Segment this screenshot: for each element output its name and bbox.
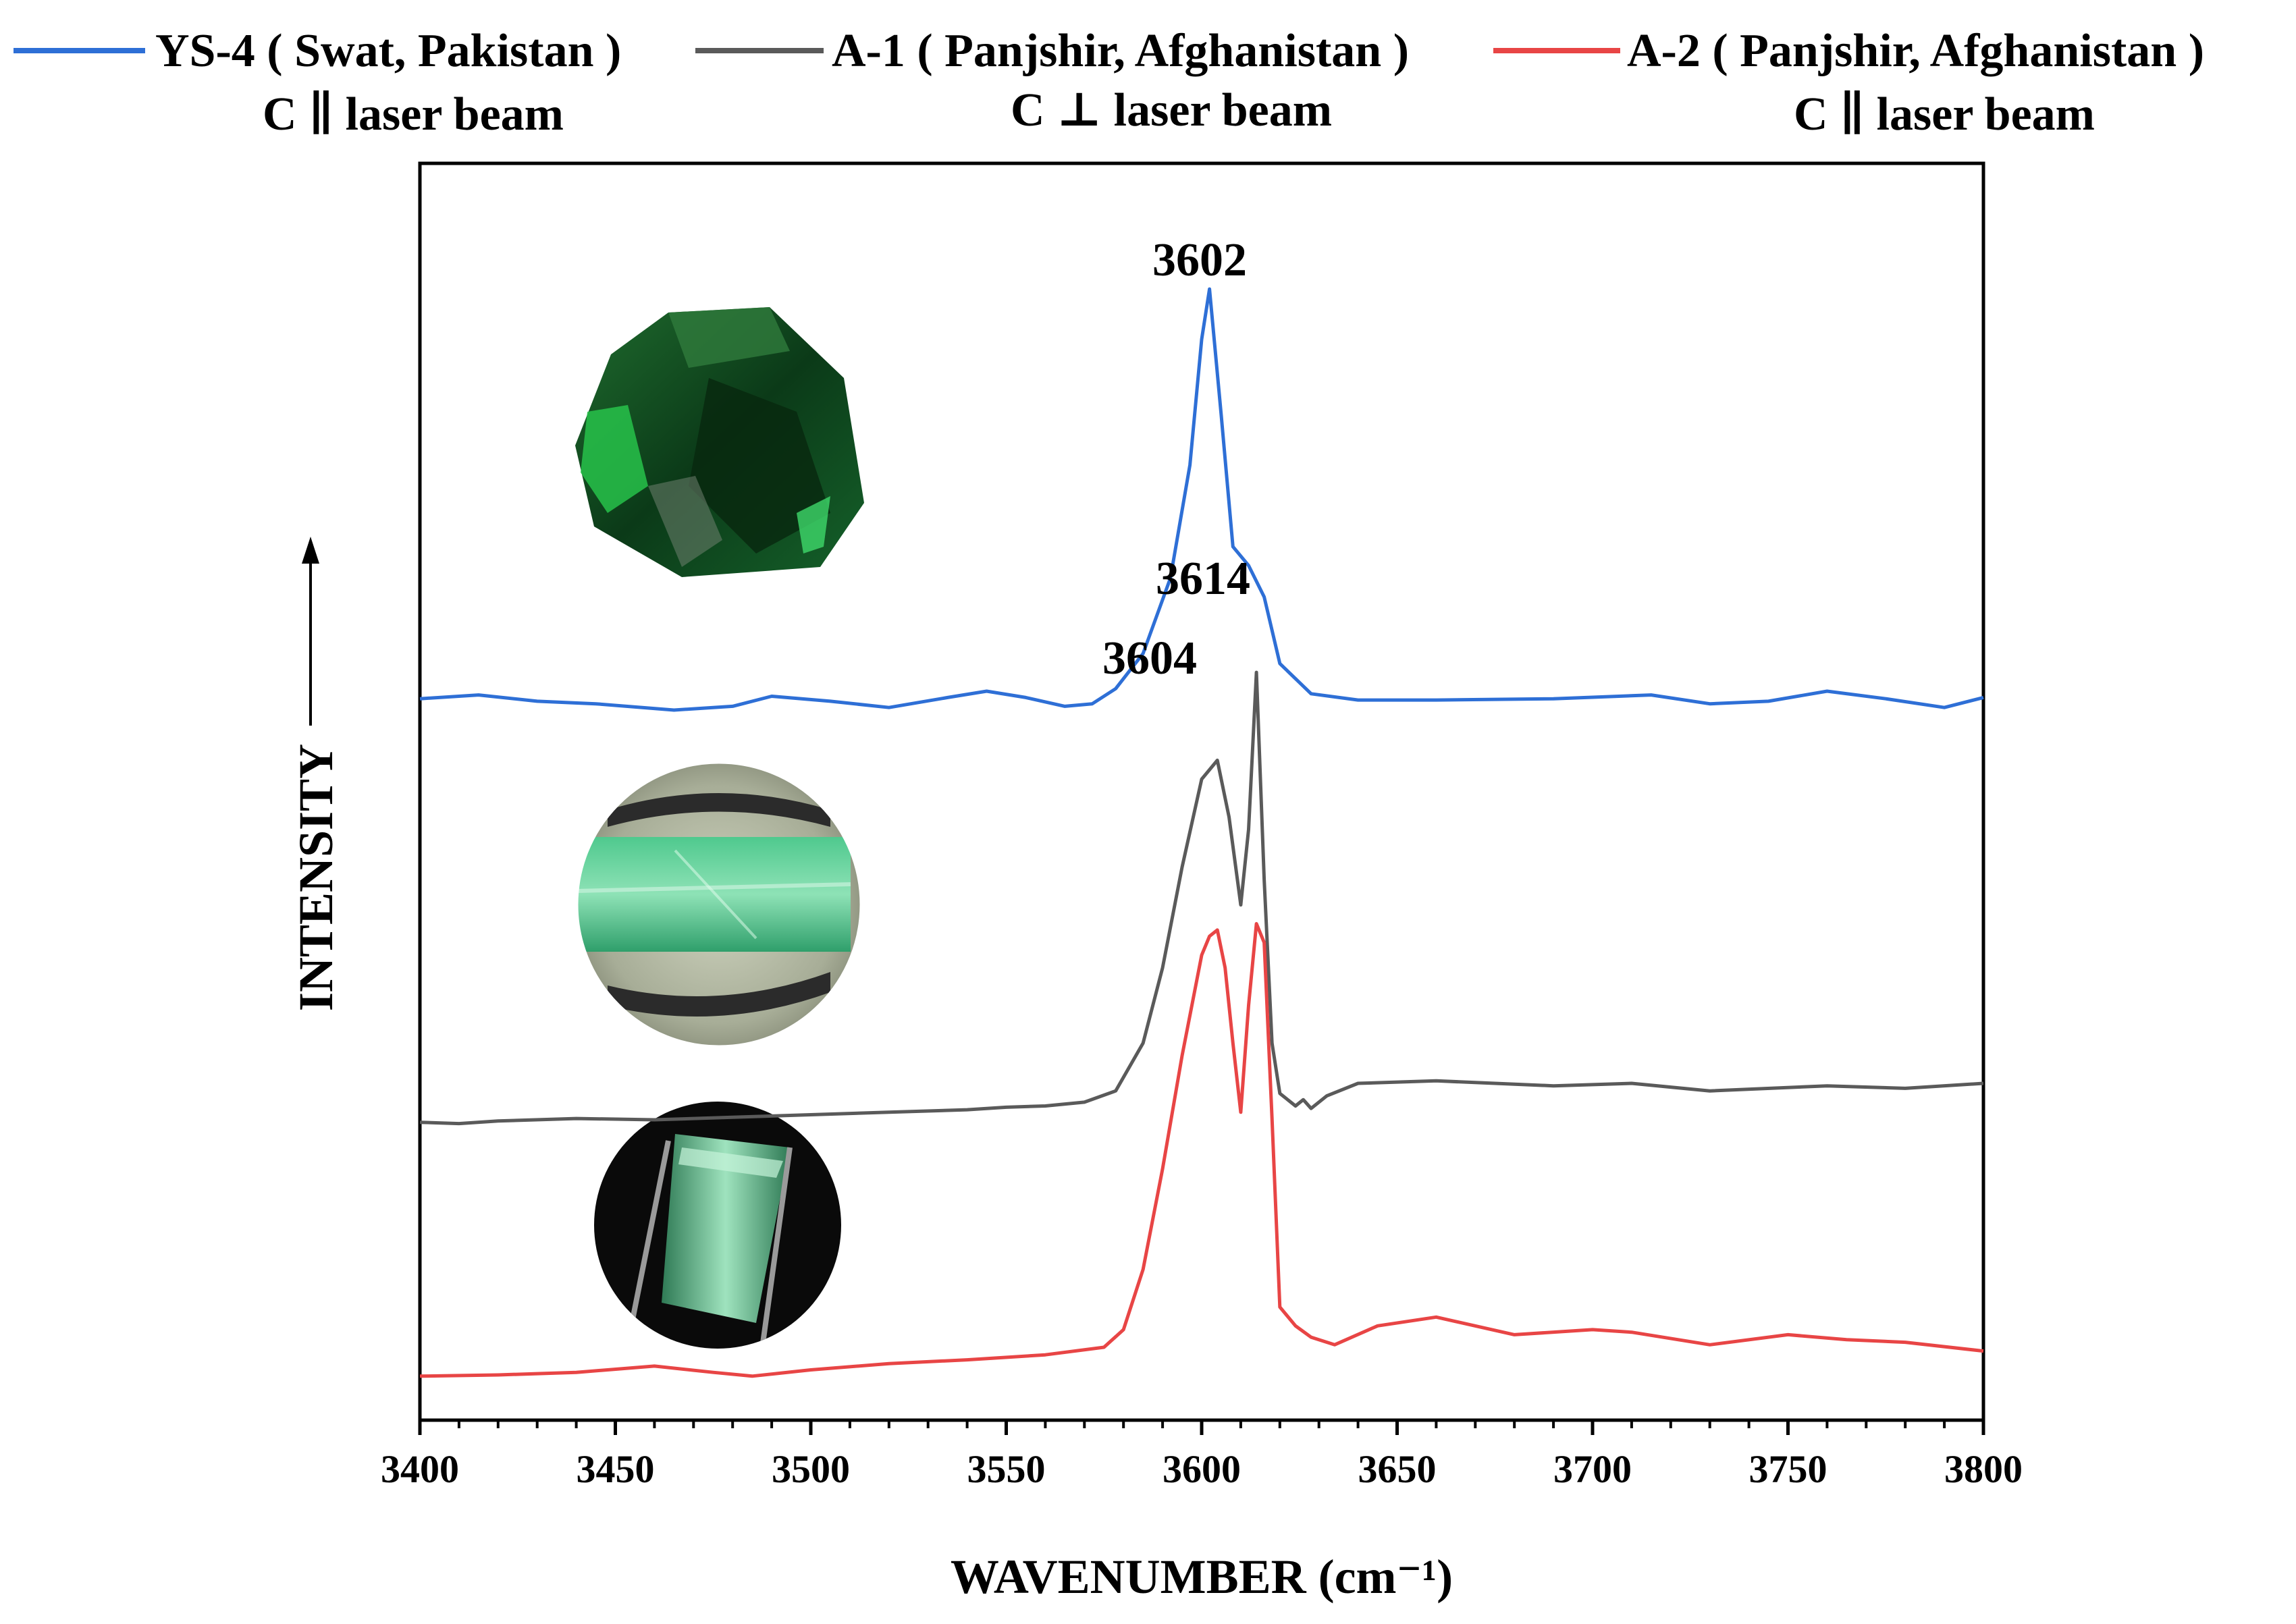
x-tick-label-3450: 3450 xyxy=(577,1447,655,1491)
y-axis-arrow-head xyxy=(302,537,319,564)
series-line-a1 xyxy=(419,670,1984,1126)
x-tick-label-3400: 3400 xyxy=(381,1447,459,1491)
emerald-crystal-a2-photo xyxy=(594,1102,841,1349)
x-tick-label-3650: 3650 xyxy=(1358,1447,1437,1491)
x-tick-label-3550: 3550 xyxy=(967,1447,1046,1491)
orientation-a1: C ⊥ laser beam xyxy=(1011,84,1332,136)
emerald-crystal-ys4-photo xyxy=(575,307,864,577)
series-line-a2 xyxy=(419,922,1984,1378)
peak-labels: 3602 3614 3604 xyxy=(1102,234,1250,684)
x-tick-label-3800: 3800 xyxy=(1944,1447,2023,1491)
y-axis-title: INTENSITY xyxy=(289,744,343,1011)
y-axis-title-group: INTENSITY xyxy=(289,537,343,1011)
x-tick-label-3700: 3700 xyxy=(1553,1447,1632,1491)
legend-label-ys4: YS-4 ( Swat, Pakistan ) xyxy=(155,25,621,77)
legend-label-a1: A-1 ( Panjshir, Afghanistan ) xyxy=(832,25,1409,77)
peak-label-3614: 3614 xyxy=(1156,553,1250,605)
series-layer xyxy=(419,287,1984,1378)
orientation-a2: C ∥ laser beam xyxy=(1794,88,2095,140)
peak-label-3602: 3602 xyxy=(1152,234,1247,286)
x-axis: 3400 3450 3500 3550 3600 3650 3700 3750 3800 xyxy=(381,1420,2023,1491)
orientation-ys4: C ∥ laser beam xyxy=(263,88,564,140)
legend: YS-4 ( Swat, Pakistan ) A-1 ( Panjshir, … xyxy=(14,25,2204,140)
legend-label-a2: A-2 ( Panjshir, Afghanistan ) xyxy=(1627,25,2204,77)
x-axis-title: WAVENUMBER (cm⁻¹) xyxy=(951,1550,1453,1604)
x-tick-label-3750: 3750 xyxy=(1749,1447,1827,1491)
emerald-crystal-a1-photo xyxy=(576,761,862,1048)
x-tick-label-3500: 3500 xyxy=(772,1447,850,1491)
series-line-ys4 xyxy=(419,287,1984,712)
x-tick-label-3600: 3600 xyxy=(1163,1447,1241,1491)
peak-label-3604: 3604 xyxy=(1102,632,1197,684)
